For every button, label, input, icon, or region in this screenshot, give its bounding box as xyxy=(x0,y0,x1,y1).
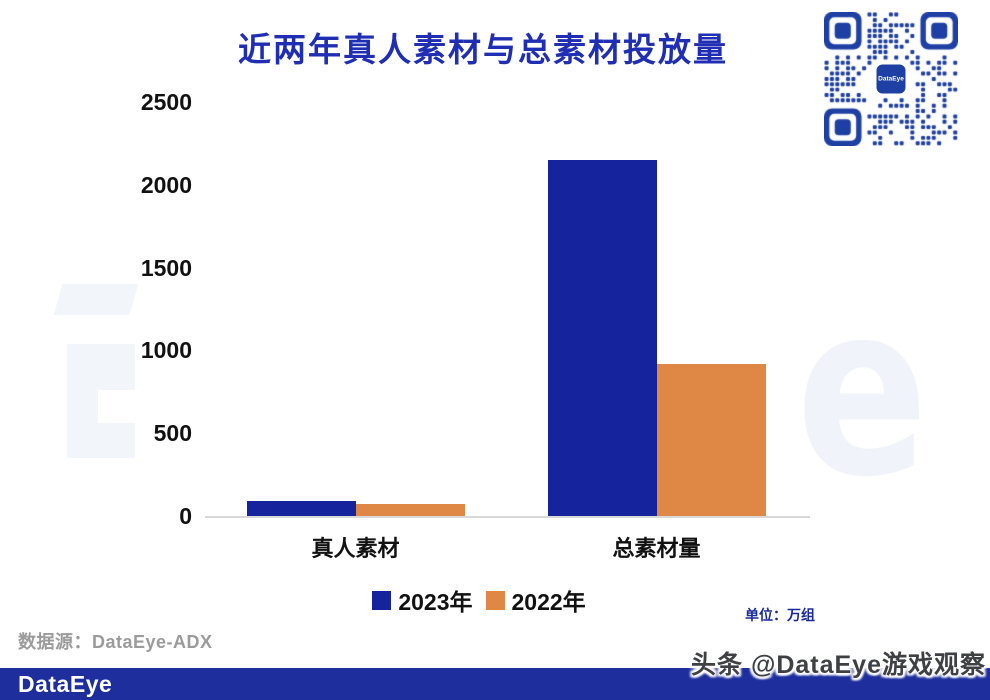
y-tick-label: 1500 xyxy=(140,254,192,281)
legend-label: 2022年 xyxy=(511,589,586,615)
qr-code: DataEye xyxy=(824,12,958,146)
legend-swatch-icon xyxy=(485,590,505,610)
background-watermark-left xyxy=(98,344,135,390)
unit-note: 单位：万组 xyxy=(745,607,815,623)
bar-2023年-真人素材 xyxy=(246,501,356,516)
chart-legend: 2023年 2022年 xyxy=(0,583,958,617)
x-category-label: 总素材量 xyxy=(612,536,701,561)
y-tick-label: 1000 xyxy=(140,337,192,364)
dataeye-logo: DataEye xyxy=(18,671,113,697)
background-watermark-letter: e xyxy=(796,253,929,530)
toutiao-account-watermark: 头条 @DataEye游戏观察 xyxy=(691,651,986,679)
x-axis-line xyxy=(205,516,810,518)
data-source-note: 数据源：DataEye-ADX xyxy=(18,632,213,652)
background-watermark-left xyxy=(67,344,98,458)
legend-swatch-icon xyxy=(372,590,392,610)
bar-2022年-真人素材 xyxy=(355,504,465,516)
footer-bar: DataEye xyxy=(0,668,990,700)
y-tick-label: 2500 xyxy=(140,89,192,115)
background-watermark-left xyxy=(98,423,135,458)
qr-center-logo: DataEye xyxy=(876,64,906,94)
bar-2022年-总素材量 xyxy=(656,363,766,516)
legend-label: 2023年 xyxy=(398,589,473,615)
legend-item: 2023年 xyxy=(372,583,473,617)
x-category-label: 真人素材 xyxy=(311,536,400,561)
page-title: 近两年真人素材与总素材投放量 xyxy=(238,31,728,68)
y-tick-label: 0 xyxy=(179,503,192,529)
y-tick-label: 500 xyxy=(153,420,192,447)
bar-2023年-总素材量 xyxy=(547,159,657,516)
y-tick-label: 2000 xyxy=(140,171,192,198)
legend-item: 2022年 xyxy=(485,583,586,617)
